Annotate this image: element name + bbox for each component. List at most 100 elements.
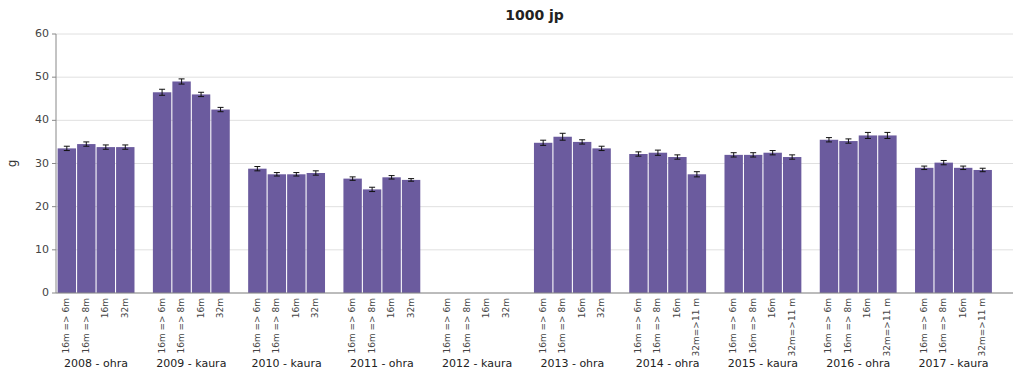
error-bar	[845, 139, 851, 143]
error-bar	[960, 166, 966, 169]
bar	[859, 135, 877, 293]
error-bar	[64, 146, 70, 150]
x-tick-label: 16m	[862, 298, 872, 318]
x-tick-label: 16m => 6m	[919, 298, 929, 354]
x-tick-label: 16m	[100, 298, 110, 318]
title: 1000 jp	[505, 7, 564, 23]
error-bar	[980, 168, 986, 171]
grid-line	[56, 34, 1013, 35]
x-tick-label: 32m=>11 m	[787, 298, 797, 356]
bar	[649, 153, 667, 293]
group-label: 2008 - ohra	[64, 357, 128, 370]
y-tick	[52, 206, 56, 207]
x-tick-label: 32m	[501, 298, 511, 318]
error-bar	[218, 107, 224, 111]
y-tick-label: 30	[35, 157, 49, 170]
x-tick-label: 16m	[196, 298, 206, 318]
y-tick-label: 20	[35, 200, 49, 213]
bar	[153, 92, 171, 293]
x-tick-label: 16m => 8m	[843, 298, 853, 354]
x-tick-label: 16m => 6m	[61, 298, 71, 354]
y-tick	[52, 163, 56, 164]
x-tick-label: 16m => 8m	[652, 298, 662, 354]
error-bar	[789, 155, 795, 159]
x-tick-label: 32m=>11 m	[691, 298, 701, 356]
bar	[534, 143, 552, 293]
error-bar	[313, 171, 319, 175]
x-tick-label: 32m	[215, 298, 225, 318]
group-label: 2010 - kaura	[252, 357, 322, 370]
bar	[744, 155, 762, 293]
x-tick-label: 16m	[481, 298, 491, 318]
error-bar	[389, 176, 395, 179]
error-bar	[350, 177, 356, 180]
error-bar	[159, 89, 165, 95]
bar	[402, 180, 420, 293]
bar	[553, 137, 571, 293]
error-bar	[122, 145, 128, 149]
x-tick-label: 16m	[767, 298, 777, 318]
error-bar	[540, 140, 546, 145]
bar	[172, 81, 190, 293]
error-bar	[750, 153, 756, 157]
error-bar	[674, 155, 680, 159]
y-tick-label: 10	[35, 243, 49, 256]
error-bar	[179, 79, 185, 84]
error-bar	[865, 132, 871, 138]
group-label: 2016 - ohra	[826, 357, 890, 370]
x-tick-label: 16m	[291, 298, 301, 318]
bar	[592, 148, 610, 293]
bar	[307, 173, 325, 293]
grid-line	[56, 293, 1013, 294]
group-label: 2009 - kaura	[156, 357, 226, 370]
x-axis-line	[56, 293, 1013, 294]
bar	[763, 153, 781, 293]
group-label: 2012 - kaura	[442, 357, 512, 370]
bar	[629, 154, 647, 293]
x-tick-label: 16m => 6m	[157, 298, 167, 354]
bar	[783, 157, 801, 293]
error-bar	[635, 152, 641, 156]
bar	[363, 189, 381, 293]
bar	[935, 163, 953, 293]
bar	[58, 148, 76, 293]
error-bar	[579, 140, 585, 144]
group-label: 2015 - kaura	[728, 357, 798, 370]
y-tick	[52, 34, 56, 35]
x-tick-label: 32m	[596, 298, 606, 318]
x-tick-label: 16m => 6m	[252, 298, 262, 354]
error-bar	[560, 133, 566, 140]
x-tick-label: 32m	[120, 298, 130, 318]
error-bar	[694, 172, 700, 177]
x-tick-label: 16m => 8m	[271, 298, 281, 354]
y-tick	[52, 293, 56, 294]
bar	[343, 179, 361, 293]
bar	[878, 135, 896, 293]
error-bar	[408, 179, 414, 182]
error-bar	[198, 92, 204, 96]
error-bar	[731, 153, 737, 157]
bar	[268, 174, 286, 293]
bar	[97, 147, 115, 293]
bar	[192, 94, 210, 293]
group-label: 2014 - ohra	[636, 357, 700, 370]
y-tick-label: 40	[35, 113, 49, 126]
x-tick-label: 16m => 8m	[462, 298, 472, 354]
x-tick-label: 32m=>11 m	[977, 298, 987, 356]
x-tick-label: 16m	[577, 298, 587, 318]
bar	[973, 170, 991, 293]
error-bar	[884, 132, 890, 138]
bar	[248, 169, 266, 293]
error-bar	[941, 160, 947, 164]
group-label: 2011 - ohra	[350, 357, 414, 370]
x-tick-label: 16m => 8m	[557, 298, 567, 354]
y-axis-label: g	[5, 160, 19, 168]
x-tick-label: 16m => 6m	[633, 298, 643, 354]
group-label: 2013 - ohra	[540, 357, 604, 370]
x-tick-label: 16m => 6m	[728, 298, 738, 354]
x-tick-label: 16m => 8m	[938, 298, 948, 354]
y-tick-label: 0	[42, 286, 49, 299]
error-bar	[369, 187, 375, 191]
bar	[915, 168, 933, 293]
x-tick-label: 16m => 8m	[81, 298, 91, 354]
